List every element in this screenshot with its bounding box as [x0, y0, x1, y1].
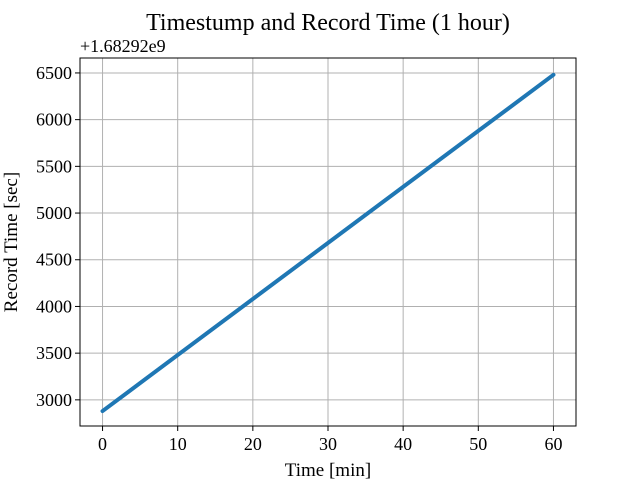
x-tick-label-0: 0 [98, 434, 107, 454]
x-tick-label-6: 60 [544, 434, 562, 454]
chart-title: Timestump and Record Time (1 hour) [146, 10, 510, 36]
x-tick-label-4: 40 [394, 434, 412, 454]
y-tick-label-5: 5500 [36, 156, 72, 176]
series-layer [100, 72, 556, 414]
y-tick-label-0: 3000 [36, 390, 72, 410]
y-tick-label-6: 6000 [36, 110, 72, 130]
y-tick-label-7: 6500 [36, 63, 72, 83]
y-axis-offset-label: +1.68292e9 [80, 36, 166, 56]
x-axis-ticks: 0 10 20 30 40 50 60 [98, 426, 562, 454]
y-tick-label-1: 3500 [36, 343, 72, 363]
x-tick-label-3: 30 [319, 434, 337, 454]
y-axis-label: Record Time [sec] [1, 172, 22, 312]
x-tick-label-2: 20 [244, 434, 262, 454]
y-tick-label-2: 4000 [36, 296, 72, 316]
y-tick-label-3: 4500 [36, 250, 72, 270]
y-axis-ticks: 3000 3500 4000 4500 5000 5500 6000 6500 [36, 63, 80, 410]
x-tick-label-5: 50 [469, 434, 487, 454]
x-axis-label: Time [min] [285, 460, 371, 480]
series-line-0 [100, 72, 556, 414]
y-tick-label-4: 5000 [36, 203, 72, 223]
x-tick-label-1: 10 [169, 434, 187, 454]
